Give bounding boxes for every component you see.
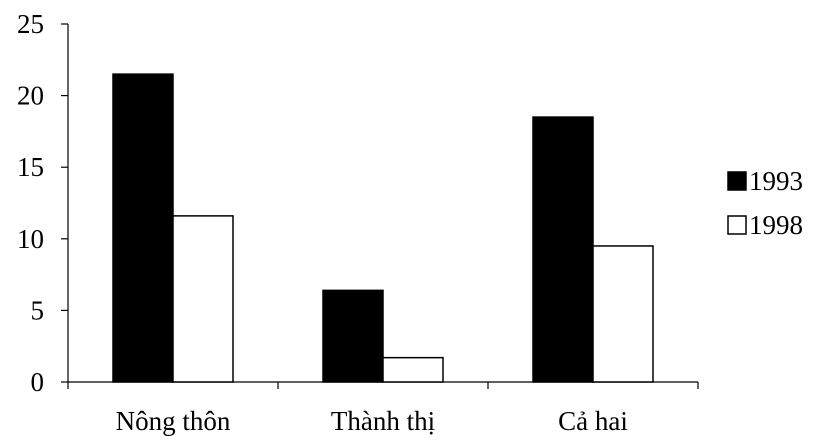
bar-1998-2 xyxy=(592,245,654,383)
y-tick-label: 5 xyxy=(31,295,45,325)
bar-1998-1 xyxy=(382,356,444,383)
legend-label: 1993 xyxy=(749,166,803,196)
bar-1998-0 xyxy=(172,215,234,383)
legend-label: 1998 xyxy=(749,210,803,240)
legend-swatch-1993 xyxy=(727,171,747,191)
y-tick-label: 15 xyxy=(17,152,44,182)
y-tick-label: 20 xyxy=(17,81,44,111)
y-tick-label: 10 xyxy=(17,224,44,254)
x-category-label: Thành thị xyxy=(331,406,435,436)
x-category-label: Cả hai xyxy=(558,406,628,436)
bars xyxy=(112,73,654,383)
legend-swatch-1998 xyxy=(727,215,747,235)
x-category-label: Nông thôn xyxy=(116,406,231,436)
y-tick-label: 0 xyxy=(31,367,45,397)
bar-1993-1 xyxy=(322,289,384,383)
legend: 1993 1998 xyxy=(727,166,803,240)
bar-1993-2 xyxy=(532,116,594,383)
bar-1993-0 xyxy=(112,73,174,383)
y-tick-label: 25 xyxy=(17,9,44,39)
labels: 0 5 10 15 20 25 Nông thôn Thành thị Cả hai xyxy=(17,9,628,436)
